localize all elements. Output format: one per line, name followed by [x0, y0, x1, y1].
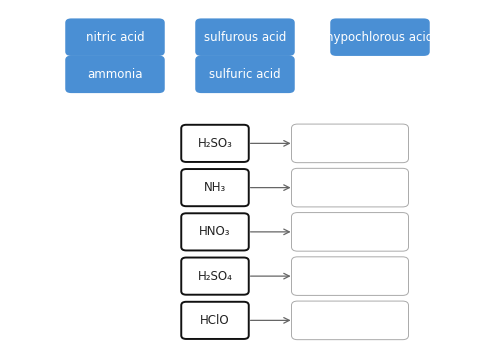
FancyBboxPatch shape: [292, 212, 408, 251]
FancyBboxPatch shape: [195, 56, 294, 93]
Text: sulfuric acid: sulfuric acid: [209, 68, 281, 81]
FancyBboxPatch shape: [292, 169, 408, 207]
FancyBboxPatch shape: [181, 302, 249, 339]
Text: nitric acid: nitric acid: [86, 31, 144, 44]
FancyBboxPatch shape: [181, 213, 249, 251]
Text: ammonia: ammonia: [88, 68, 143, 81]
FancyBboxPatch shape: [330, 18, 430, 56]
FancyBboxPatch shape: [181, 125, 249, 162]
FancyBboxPatch shape: [181, 169, 249, 206]
FancyBboxPatch shape: [292, 124, 408, 163]
FancyBboxPatch shape: [292, 257, 408, 295]
FancyBboxPatch shape: [65, 18, 165, 56]
Text: H₂SO₄: H₂SO₄: [198, 270, 232, 282]
FancyBboxPatch shape: [181, 258, 249, 295]
Text: H₂SO₃: H₂SO₃: [198, 137, 232, 150]
FancyBboxPatch shape: [65, 56, 165, 93]
FancyBboxPatch shape: [195, 18, 294, 56]
Text: hypochlorous acid: hypochlorous acid: [326, 31, 434, 44]
Text: sulfurous acid: sulfurous acid: [204, 31, 286, 44]
Text: HNO₃: HNO₃: [199, 225, 231, 238]
FancyBboxPatch shape: [292, 301, 408, 340]
Text: HClO: HClO: [200, 314, 230, 327]
Text: NH₃: NH₃: [204, 181, 226, 194]
